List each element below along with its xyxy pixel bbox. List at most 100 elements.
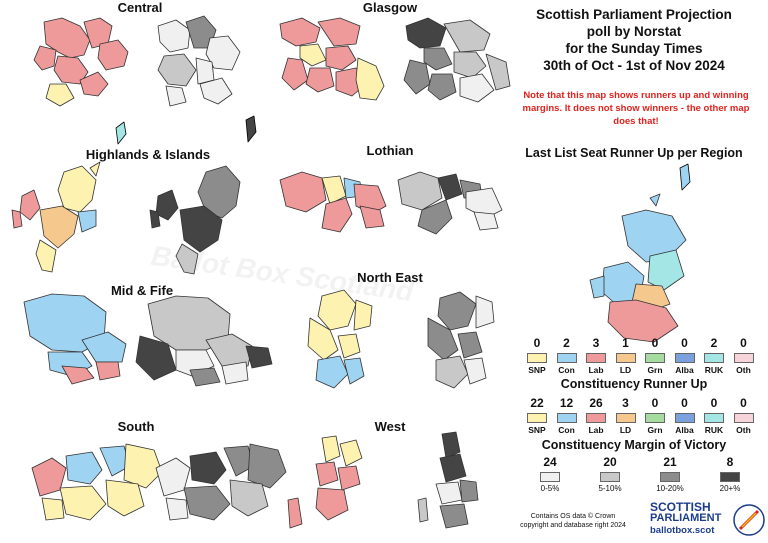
- legend-swatch: [674, 413, 695, 423]
- title-line-4: 30th of Oct - 1st of Nov 2024: [543, 58, 725, 73]
- legend-count: 0: [651, 396, 659, 410]
- legend-swatch: [704, 413, 724, 423]
- legend-label: RUK: [704, 365, 724, 375]
- glasgow-runnerup-map: [279, 17, 385, 101]
- note-text: Note that this map shows runners up and …: [522, 90, 750, 127]
- legend-label: SNP: [528, 365, 546, 375]
- legend-label: Grn: [647, 365, 663, 375]
- logo-line-3: ballotbox.scot: [650, 525, 715, 536]
- central-margin-map: [157, 15, 241, 107]
- margin-label: 5-10%: [598, 484, 622, 493]
- margin-label: 0-5%: [540, 484, 560, 493]
- legend-label: Alba: [675, 365, 694, 375]
- northeast-runnerup-map: [307, 289, 373, 389]
- legend-swatch: [556, 353, 577, 363]
- legend-label: Con: [558, 425, 575, 435]
- legend-count: 0: [651, 336, 659, 350]
- legend-swatch: [645, 413, 665, 423]
- margin-swatch: [720, 472, 740, 482]
- legend-swatch: [556, 413, 577, 423]
- margin-swatch: [540, 472, 560, 482]
- legend-count: 12: [559, 396, 574, 410]
- legend-item: 0 Grn: [640, 396, 670, 440]
- legend-item: 0 RUK: [699, 396, 729, 440]
- legend-item: 3 LD: [611, 396, 641, 440]
- legend-swatch: [586, 353, 606, 363]
- region-title-highlands: Highlands & Islands: [85, 147, 211, 162]
- legend-label: Lab: [588, 365, 604, 375]
- scottish-parliament-logo: SCOTTISH PARLIAMENT ballotbox.scot: [648, 497, 768, 543]
- list-runnerup-title: Last List Seat Runner Up per Region: [525, 146, 743, 160]
- legend-swatch: [704, 353, 724, 363]
- legend-item: 22 SNP: [522, 396, 552, 440]
- legend-count: 3: [592, 336, 600, 350]
- region-title-west: West: [374, 419, 406, 434]
- legend-label: LD: [619, 365, 632, 375]
- central-runnerup-map: [33, 17, 129, 107]
- legend-item: 2 Con: [552, 336, 582, 380]
- legend-count: 0: [740, 336, 747, 350]
- legend-label: Lab: [588, 425, 604, 435]
- legend-item: 0 Grn: [640, 336, 670, 380]
- legend-swatch: [586, 413, 606, 423]
- margin-of-victory-title: Constituency Margin of Victory: [541, 438, 727, 452]
- region-title-central: Central: [117, 0, 163, 15]
- midfife-margin-map: [135, 295, 273, 387]
- legend-count: 2: [710, 336, 718, 350]
- legend-count: 3: [622, 396, 629, 410]
- title-line-3: for the Sunday Times: [565, 41, 703, 56]
- legend-swatch: [527, 413, 547, 423]
- legend-item: 0 Alba: [670, 336, 700, 380]
- legend-item: 26 Lab: [581, 396, 611, 440]
- region-title-lothian: Lothian: [366, 143, 414, 158]
- legend-swatch: [615, 353, 636, 363]
- margin-label: 20+%: [719, 484, 741, 493]
- margin-count: 20: [603, 455, 617, 469]
- lothian-runnerup-map: [279, 171, 387, 233]
- scotland-overview-map: [589, 163, 691, 343]
- margin-count: 21: [663, 455, 677, 469]
- legend-label: RUK: [704, 425, 724, 435]
- legend-swatch: [674, 353, 695, 363]
- south-runnerup-map: [31, 443, 163, 521]
- south-margin-map: [155, 443, 287, 521]
- legend-count: 0: [681, 396, 688, 410]
- legend-item: 0 Oth: [729, 336, 759, 380]
- legend-count: 22: [530, 396, 544, 410]
- highlands-margin-map: [149, 115, 257, 275]
- legend-item: 0 SNP: [522, 336, 552, 380]
- lothian-margin-map: [397, 171, 503, 235]
- credit-text: Contains OS data © Crown copyright and d…: [506, 512, 640, 530]
- margin-count: 24: [543, 455, 557, 469]
- margin-item: 8 20+%: [700, 455, 760, 493]
- margin-label: 10-20%: [656, 484, 684, 493]
- legend-count: 1: [622, 336, 629, 350]
- region-title-northeast: North East: [357, 270, 423, 285]
- region-title-midfife: Mid & Fife: [110, 283, 174, 298]
- margin-legend: 24 0-5% 20 5-10% 21 10-20% 8 20+%: [520, 455, 760, 493]
- legend-label: Grn: [647, 425, 663, 435]
- constituency-runnerup-title: Constituency Runner Up: [560, 377, 708, 391]
- region-title-glasgow: Glasgow: [362, 0, 418, 15]
- legend-item: 12 Con: [552, 396, 582, 440]
- title-line-2: poll by Norstat: [586, 24, 682, 39]
- west-runnerup-map: [287, 435, 363, 529]
- legend-swatch: [733, 413, 754, 423]
- credit-line-2: copyright and database right 2024: [520, 522, 626, 529]
- legend-swatch: [527, 353, 547, 363]
- legend-count: 2: [563, 336, 570, 350]
- ballot-box-scotland-seal-icon: [733, 504, 765, 536]
- legend-count: 0: [681, 336, 688, 350]
- legend-item: 1 LD: [611, 336, 641, 380]
- margin-swatch: [660, 472, 680, 482]
- legend-swatch: [615, 413, 636, 423]
- legend-label: SNP: [528, 425, 546, 435]
- legend-label: LD: [619, 425, 632, 435]
- legend-swatch: [733, 353, 754, 363]
- northeast-margin-map: [427, 291, 495, 389]
- legend-count: 26: [589, 396, 603, 410]
- logo-line-1: SCOTTISH: [650, 500, 711, 514]
- midfife-runnerup-map: [23, 293, 127, 385]
- list-runnerup-legend: 0 SNP 2 Con 3 Lab 1 LD 0 Grn 0 Alba 2 RUK 0 Oth: [522, 336, 762, 380]
